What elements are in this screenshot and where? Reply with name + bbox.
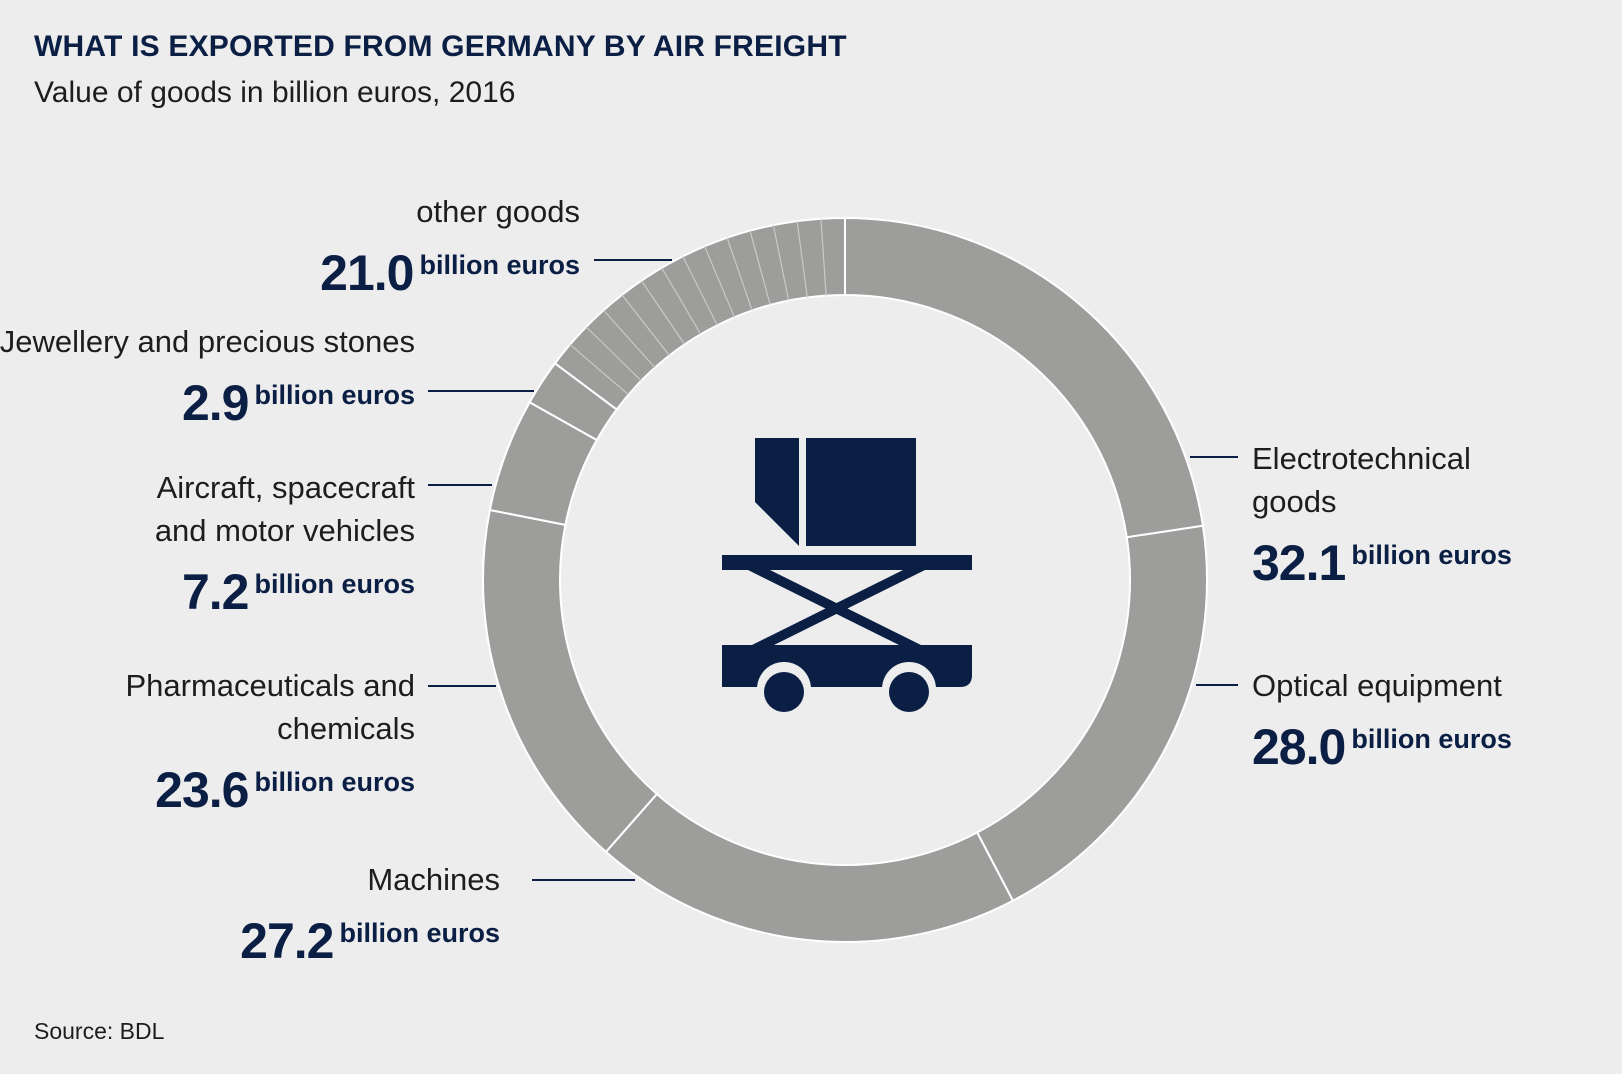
- value-number: 27.2: [240, 913, 334, 969]
- value-number: 32.1: [1252, 535, 1346, 591]
- chart-subtitle: Value of goods in billion euros, 2016: [34, 76, 516, 109]
- category-label: other goods: [416, 194, 580, 229]
- hatch-line: [704, 246, 736, 318]
- value-row: 23.6 billion euros: [0, 750, 415, 835]
- donut-slices: [482, 216, 1208, 943]
- value-number: 7.2: [181, 564, 250, 620]
- category-label: and motor vehicles: [154, 513, 415, 548]
- hatch-line: [603, 309, 656, 369]
- category-label: Machines: [367, 862, 500, 897]
- value-unit: billion euros: [254, 569, 415, 599]
- hatch-line: [820, 218, 827, 296]
- label-pharmaceuticals-and-chemicals: Pharmaceuticals and chemicals 23.6 billion …: [0, 664, 416, 835]
- slice-other-goods: [553, 216, 846, 411]
- value-row: 2.9 billion euros: [0, 363, 415, 448]
- leader-lines: [428, 259, 1238, 881]
- value-number: 23.6: [155, 762, 249, 818]
- label-other-goods: other goods 21.0 billion euros: [60, 190, 580, 318]
- hatch-line: [682, 256, 718, 326]
- slice-optical-equipment: [975, 524, 1208, 903]
- slice-pharmaceuticals-and-chemicals: [482, 508, 659, 854]
- value-row: 28.0 billion euros: [1252, 707, 1622, 792]
- hatch-line: [772, 225, 790, 301]
- label-aircraft-spacecraft-and-motor-vehicles: Aircraft, spacecraft and motor vehicles 7.…: [0, 466, 415, 637]
- value-number: 21.0: [320, 245, 414, 301]
- value-row: 7.2 billion euros: [0, 552, 415, 637]
- category-label: Jewellery and precious stones: [0, 324, 415, 359]
- value-unit: billion euros: [254, 380, 415, 410]
- value-row: 21.0 billion euros: [60, 233, 580, 318]
- hatch-line: [796, 221, 808, 298]
- hatch-line: [749, 230, 771, 306]
- category-label: Electrotechnical: [1252, 441, 1471, 476]
- category-label: chemicals: [277, 711, 415, 746]
- hatch-line: [640, 280, 686, 345]
- label-optical-equipment: Optical equipment 28.0 billion euros: [1252, 664, 1622, 792]
- value-unit: billion euros: [1351, 724, 1512, 754]
- hatch-line: [585, 326, 642, 382]
- hatch-line: [726, 237, 753, 311]
- value-row: 32.1 billion euros: [1252, 523, 1622, 608]
- label-electrotechnical-goods: Electrotechnical goods 32.1 billion euros: [1252, 437, 1622, 608]
- value-unit: billion euros: [419, 250, 580, 280]
- cargo-scissor-lift-icon: [722, 438, 972, 716]
- value-unit: billion euros: [254, 767, 415, 797]
- source-note: Source: BDL: [34, 1018, 165, 1044]
- hatch-line: [621, 294, 670, 356]
- chart-title: WHAT IS EXPORTED FROM GERMANY BY AIR FRE…: [34, 30, 847, 63]
- other-goods-hatching: [569, 218, 827, 396]
- label-machines: Machines 27.2 billion euros: [0, 858, 500, 986]
- slice-machines: [604, 792, 1015, 943]
- category-label: Aircraft, spacecraft: [156, 470, 415, 505]
- label-jewellery-and-precious-stones: Jewellery and precious stones 2.9 billion …: [0, 320, 415, 448]
- category-label: Pharmaceuticals and: [125, 668, 416, 703]
- hatch-line: [569, 344, 629, 396]
- value-row: 27.2 billion euros: [0, 901, 500, 986]
- value-unit: billion euros: [1351, 540, 1512, 570]
- category-label: goods: [1252, 484, 1337, 519]
- value-unit: billion euros: [339, 918, 500, 948]
- hatch-line: [661, 267, 702, 335]
- category-label: Optical equipment: [1252, 668, 1502, 703]
- value-number: 2.9: [181, 375, 250, 431]
- value-number: 28.0: [1252, 719, 1346, 775]
